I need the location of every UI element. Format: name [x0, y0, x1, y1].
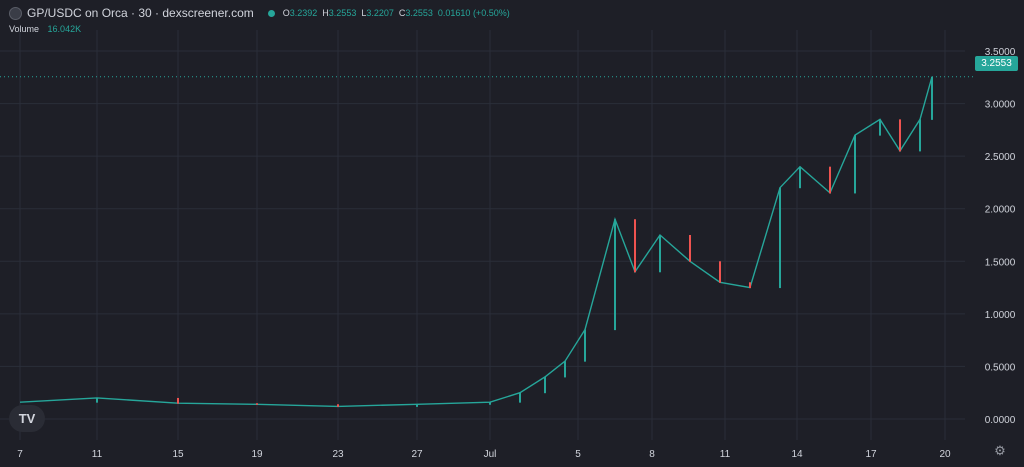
- open-key: O: [282, 8, 290, 18]
- x-tick-label: 5: [575, 449, 581, 460]
- x-tick-label: 11: [92, 449, 103, 460]
- close-key: C: [398, 8, 406, 18]
- x-tick-label: 8: [649, 449, 655, 460]
- x-tick-label: 20: [939, 449, 951, 460]
- x-tick-label: 14: [791, 449, 803, 460]
- y-tick-label: 0.5000: [985, 362, 1016, 373]
- x-tick-label: 17: [865, 449, 877, 460]
- token-icon: [9, 6, 22, 20]
- x-tick-label: 15: [172, 449, 184, 460]
- volume-value: 16.042K: [47, 24, 82, 34]
- chart-header: GP/USDC on Orca · 30 · dexscreener.com O…: [9, 5, 515, 21]
- x-tick-label: 27: [411, 449, 423, 460]
- y-tick-label: 3.0000: [985, 100, 1016, 111]
- x-tick-label: 23: [332, 449, 344, 460]
- price-line: [19, 76, 933, 408]
- low-value: 3.2207: [366, 8, 394, 18]
- high-key: H: [322, 8, 329, 18]
- change-value: 0.01610 (+0.50%): [437, 8, 510, 18]
- x-tick-label: 19: [251, 449, 263, 460]
- x-tick-label: 7: [17, 449, 23, 460]
- y-tick-label: 3.5000: [985, 47, 1016, 58]
- symbol-title[interactable]: GP/USDC on Orca · 30 · dexscreener.com: [27, 6, 254, 20]
- settings-gear-icon[interactable]: ⚙: [994, 443, 1006, 458]
- volume-legend: Volume 16.042K: [9, 24, 81, 34]
- close-value: 3.2553: [405, 8, 433, 18]
- last-price-tag: 3.2553: [975, 56, 1018, 71]
- y-tick-label: 2.5000: [985, 152, 1016, 163]
- open-value: 3.2392: [289, 8, 318, 18]
- volume-label: Volume: [9, 24, 40, 34]
- tradingview-logo[interactable]: TV: [9, 405, 45, 432]
- high-value: 3.2553: [328, 8, 357, 18]
- low-key: L: [361, 8, 367, 18]
- market-status-icon: [267, 9, 275, 17]
- y-tick-label: 1.0000: [985, 310, 1016, 321]
- x-tick-label: Jul: [484, 449, 497, 460]
- y-tick-label: 1.5000: [985, 257, 1016, 268]
- y-tick-label: 2.0000: [985, 205, 1016, 216]
- y-tick-label: 0.0000: [985, 415, 1016, 426]
- x-tick-label: 11: [720, 449, 731, 460]
